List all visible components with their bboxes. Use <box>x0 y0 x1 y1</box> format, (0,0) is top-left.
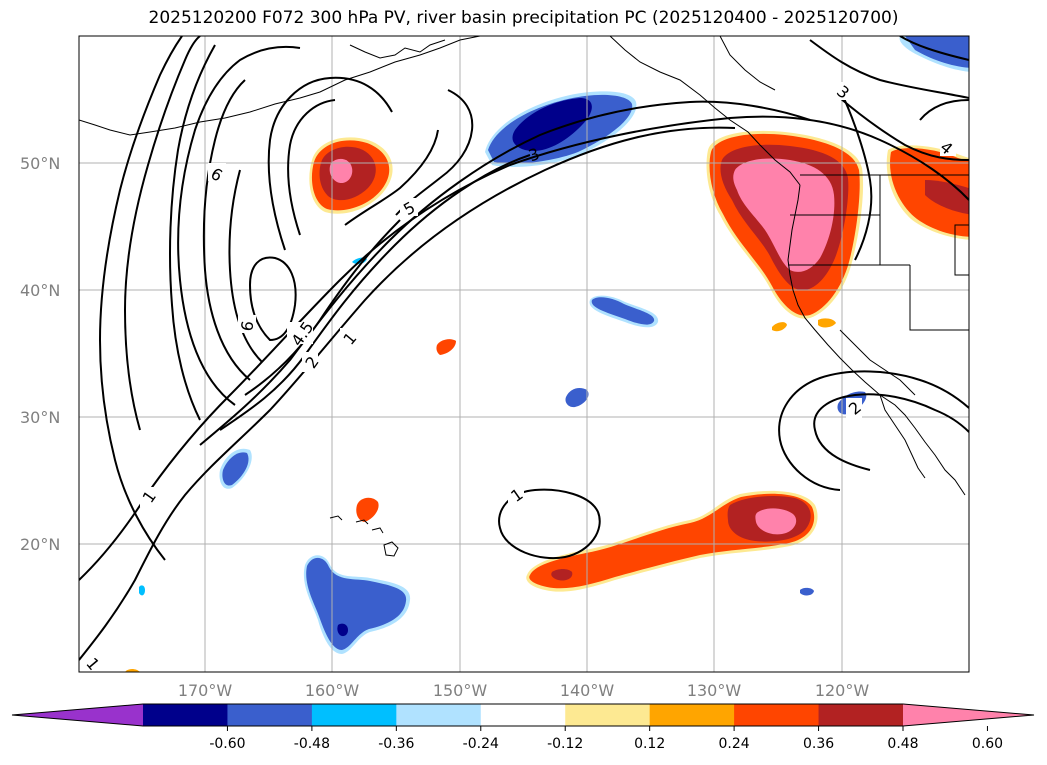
contour-labels: 6 5 3 3 4 6 4.5 2 1 1 1 2 1 <box>82 82 956 672</box>
colorbar-tick-label: -0.36 <box>378 736 414 752</box>
map-frame <box>78 35 970 673</box>
longitude-label: 120°W <box>815 681 870 700</box>
latitude-label: 40°N <box>20 281 60 300</box>
latitude-label: 50°N <box>20 154 60 173</box>
colorbar-extend-max <box>903 704 1034 726</box>
colorbar-tick-label: 0.36 <box>803 736 834 752</box>
colorbar-segment <box>649 704 735 726</box>
latitude-label: 20°N <box>20 535 60 554</box>
coastlines <box>79 36 969 557</box>
colorbar-tick-label: -0.60 <box>209 736 245 752</box>
colorbar-segment <box>396 704 482 726</box>
map-title: 2025120200 F072 300 hPa PV, river basin … <box>148 8 899 28</box>
colorbar-segment <box>311 704 397 726</box>
colorbar <box>11 703 1035 727</box>
precip-fill-layer <box>125 36 969 672</box>
colorbar-segment <box>818 704 904 726</box>
longitude-label: 150°W <box>433 681 488 700</box>
colorbar-tick-label: 0.60 <box>972 736 1003 752</box>
longitude-label: 130°W <box>687 681 742 700</box>
colorbar-segment <box>480 704 566 726</box>
positive-anomaly-small-1 <box>436 339 456 355</box>
colorbar-segment <box>734 704 820 726</box>
colorbar-ticks: -0.60 -0.48 -0.36 -0.24 -0.12 0.12 0.24 0.36 0.4… <box>209 726 1003 752</box>
colorbar-segment <box>143 704 228 726</box>
colorbar-tick-label: -0.24 <box>463 736 499 752</box>
longitude-labels: 170°W 160°W 150°W 140°W 130°W 120°W <box>178 681 870 700</box>
colorbar-tick-label: 0.48 <box>887 736 918 752</box>
colorbar-extend-min <box>12 704 143 726</box>
longitude-label: 140°W <box>560 681 615 700</box>
colorbar-tick-label: 0.24 <box>719 736 750 752</box>
colorbar-outline <box>11 703 1035 727</box>
longitude-label: 170°W <box>178 681 233 700</box>
colorbar-tick-label: -0.12 <box>547 736 583 752</box>
colorbar-tick-label: 0.12 <box>634 736 665 752</box>
colorbar-tick-label: -0.48 <box>294 736 330 752</box>
latitude-labels: 50°N 40°N 30°N 20°N <box>20 154 60 554</box>
latitude-label: 30°N <box>20 408 60 427</box>
pv-contours <box>79 36 969 661</box>
negative-anomaly-small-3 <box>565 388 589 408</box>
colorbar-segment <box>227 704 313 726</box>
positive-anomaly-small-2 <box>356 497 379 522</box>
longitude-label: 160°W <box>305 681 360 700</box>
contour-label: 6 <box>237 319 257 332</box>
colorbar-segment <box>565 704 651 726</box>
